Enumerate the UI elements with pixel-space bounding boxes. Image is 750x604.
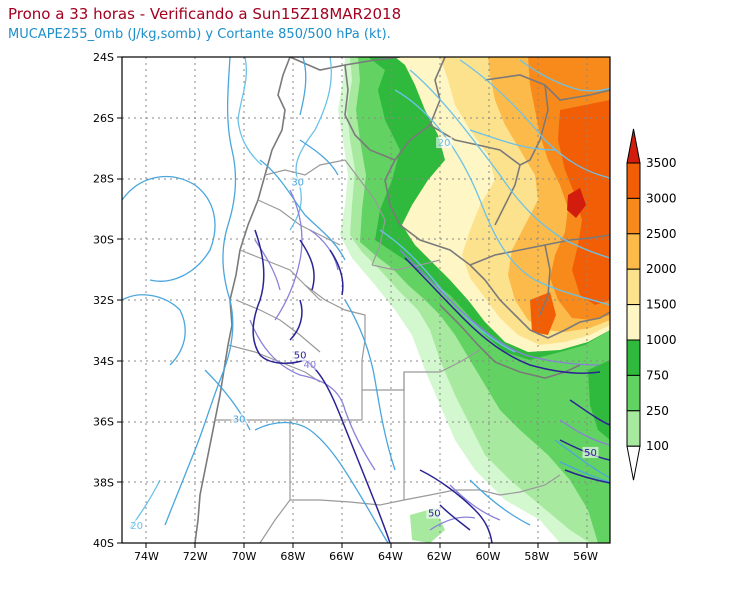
- country-borders: [194, 57, 610, 543]
- axis-ticks: [117, 56, 588, 548]
- legend-swatch: [626, 304, 641, 341]
- cape-shade-3500b: [530, 292, 556, 335]
- latitude-label: 38S: [93, 476, 114, 489]
- longitude-label: 60W: [476, 550, 501, 563]
- longitude-label: 62W: [427, 550, 452, 563]
- longitude-labels: 74W 72W 70W 68W 66W 64W 62W 60W 58W 56W: [134, 550, 598, 563]
- legend-swatch: [626, 233, 641, 270]
- contour-label: 20: [438, 138, 451, 149]
- contour-label: 40: [304, 360, 317, 371]
- legend-swatch: [626, 197, 641, 235]
- legend-label: 3500: [646, 156, 677, 170]
- map-title: Prono a 33 horas - Verificando a Sun15Z1…: [8, 5, 402, 23]
- cape-shade-se2: [588, 360, 610, 440]
- cape-legend: 3500 3000 2500 2000 1500 1000 750 250 100: [626, 128, 677, 481]
- legend-label: 100: [646, 439, 669, 453]
- contour-label: 30: [291, 178, 304, 189]
- contour-label-bg: [128, 519, 145, 531]
- legend-label: 3000: [646, 191, 677, 205]
- longitude-label: 58W: [524, 550, 549, 563]
- cape-shade-max: [567, 188, 586, 218]
- contour-label: 50: [428, 509, 441, 520]
- latitude-label: 28S: [93, 173, 114, 186]
- legend-swatch: [626, 339, 641, 376]
- shear-contours-mid: [122, 57, 610, 543]
- legend-swatch: [626, 374, 641, 412]
- contour-label: 50: [294, 351, 307, 362]
- contour-label-bg: [289, 176, 306, 188]
- longitude-label: 56W: [573, 550, 598, 563]
- legend-top-triangle: [626, 128, 641, 164]
- latitude-label: 32S: [93, 294, 114, 307]
- contour-label: 20: [130, 521, 143, 532]
- longitude-label: 64W: [378, 550, 403, 563]
- latitude-labels: 24S 26S 28S 30S 32S 34S 36S 38S 40S: [93, 51, 114, 550]
- contour-label-bg: [426, 507, 443, 519]
- contour-label-bg: [231, 413, 248, 425]
- legend-swatch: [626, 268, 641, 306]
- longitude-label: 66W: [329, 550, 354, 563]
- province-borders: [215, 159, 561, 543]
- contour-label-bg: [301, 358, 318, 370]
- legend-label: 250: [646, 404, 669, 418]
- cape-shade-max-b: [590, 57, 610, 95]
- contour-label: 50: [584, 448, 597, 459]
- legend-label: 750: [646, 368, 669, 382]
- latitude-label: 34S: [93, 355, 114, 368]
- contour-label-bg: [582, 446, 599, 458]
- longitude-label: 74W: [134, 550, 159, 563]
- contour-label-bg: [436, 137, 453, 149]
- cape-shade-w2: [590, 470, 610, 543]
- legend-swatch: [626, 162, 641, 199]
- legend-label: 2000: [646, 262, 677, 276]
- legend-label: 1000: [646, 333, 677, 347]
- latitude-label: 40S: [93, 537, 114, 550]
- longitude-label: 70W: [232, 550, 257, 563]
- contour-label-bg: [292, 349, 309, 361]
- shear-contours-purple: [249, 189, 610, 531]
- shear-contours-mid2: [299, 57, 396, 471]
- latitude-label: 30S: [93, 233, 114, 246]
- contour-label: 30: [233, 415, 246, 426]
- shear-contours-light: [129, 57, 610, 529]
- longitude-label: 68W: [280, 550, 305, 563]
- latitude-label: 24S: [93, 51, 114, 64]
- latitude-label: 36S: [93, 416, 114, 429]
- legend-bottom-triangle: [626, 445, 641, 481]
- map-subtitle: MUCAPE255_0mb (J/kg,somb) y Cortante 850…: [8, 27, 391, 42]
- latitude-label: 26S: [93, 112, 114, 125]
- longitude-label: 72W: [183, 550, 208, 563]
- legend-swatch: [626, 410, 641, 447]
- legend-label: 2500: [646, 227, 677, 241]
- legend-label: 1500: [646, 298, 677, 312]
